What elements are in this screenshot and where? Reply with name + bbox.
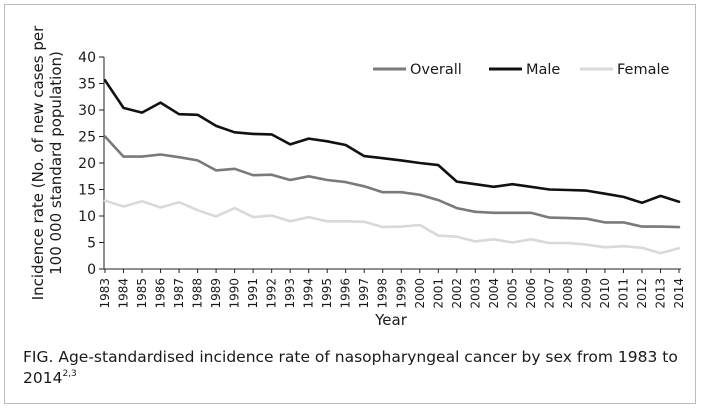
chart-axes bbox=[103, 57, 681, 270]
x-tick-label: 1983 bbox=[98, 278, 112, 309]
x-tick-label: 1997 bbox=[357, 278, 371, 309]
x-tick-label: 2004 bbox=[487, 278, 501, 309]
x-tick-label: 2013 bbox=[653, 278, 667, 309]
x-tick-label: 2012 bbox=[635, 278, 649, 309]
x-tick-label: 1985 bbox=[135, 278, 149, 309]
x-tick-label: 1984 bbox=[117, 278, 131, 309]
series-line-overall bbox=[103, 135, 681, 229]
x-tick-label: 2010 bbox=[598, 278, 612, 309]
caption-text: FIG. Age-standardised incidence rate of … bbox=[23, 348, 678, 387]
x-axis-ticks: 1983 1984 1985 1986 1987 1988 1989 1990 1991 1992… bbox=[98, 269, 686, 309]
x-tick-label: 1993 bbox=[283, 278, 297, 309]
legend-label-male: Male bbox=[526, 62, 560, 78]
x-tick-label: 1996 bbox=[339, 278, 353, 309]
legend-label-female: Female bbox=[617, 62, 670, 78]
x-tick-label: 2002 bbox=[450, 278, 464, 309]
y-axis-label-line1: Incidence rate (No. of new cases per bbox=[29, 25, 47, 300]
series-line-male bbox=[103, 79, 681, 205]
y-tick-label: 40 bbox=[78, 50, 96, 66]
x-axis-label: Year bbox=[374, 311, 408, 329]
y-tick-label: 30 bbox=[78, 103, 96, 119]
x-tick-label: 1999 bbox=[394, 278, 408, 309]
y-axis-label-line2: 100 000 standard population) bbox=[47, 51, 65, 275]
x-tick-label: 2008 bbox=[561, 278, 575, 309]
legend-label-overall: Overall bbox=[410, 62, 462, 78]
x-tick-label: 1994 bbox=[302, 278, 316, 309]
x-tick-label: 2009 bbox=[579, 278, 593, 309]
x-tick-label: 2003 bbox=[468, 278, 482, 309]
x-tick-label: 1992 bbox=[265, 278, 279, 309]
y-tick-label: 0 bbox=[87, 262, 96, 278]
x-tick-label: 2000 bbox=[413, 278, 427, 309]
x-tick-label: 2011 bbox=[616, 278, 630, 309]
x-tick-label: 1989 bbox=[209, 278, 223, 309]
x-tick-label: 1991 bbox=[246, 278, 260, 309]
x-tick-label: 2007 bbox=[542, 278, 556, 309]
y-tick-label: 35 bbox=[78, 77, 96, 93]
x-tick-label: 1988 bbox=[191, 278, 205, 309]
y-tick-label: 5 bbox=[87, 236, 96, 252]
x-tick-label: 2005 bbox=[505, 278, 519, 309]
y-tick-label: 15 bbox=[78, 183, 96, 199]
x-tick-label: 1995 bbox=[320, 278, 334, 309]
y-tick-label: 20 bbox=[78, 156, 96, 172]
caption-reference: 2,3 bbox=[62, 369, 77, 379]
chart-series-lines bbox=[103, 79, 681, 255]
series-line-female bbox=[103, 199, 681, 255]
y-axis-ticks: 0 5 10 15 20 25 30 35 40 bbox=[78, 50, 104, 278]
y-tick-label: 10 bbox=[78, 209, 96, 225]
x-tick-label: 1990 bbox=[228, 278, 242, 309]
chart-legend: Overall Male Female bbox=[373, 62, 670, 78]
y-tick-label: 25 bbox=[78, 130, 96, 146]
x-tick-label: 1986 bbox=[154, 278, 168, 309]
x-tick-label: 1987 bbox=[172, 278, 186, 309]
x-tick-label: 1998 bbox=[376, 278, 390, 309]
x-tick-label: 2006 bbox=[524, 278, 538, 309]
figure-caption: FIG. Age-standardised incidence rate of … bbox=[23, 347, 683, 389]
x-tick-label: 2014 bbox=[672, 278, 686, 309]
figure-frame: 0 5 10 15 20 25 30 35 40 1983 1984 1985 1986 1987 198… bbox=[4, 4, 696, 404]
x-tick-label: 2001 bbox=[431, 278, 445, 309]
